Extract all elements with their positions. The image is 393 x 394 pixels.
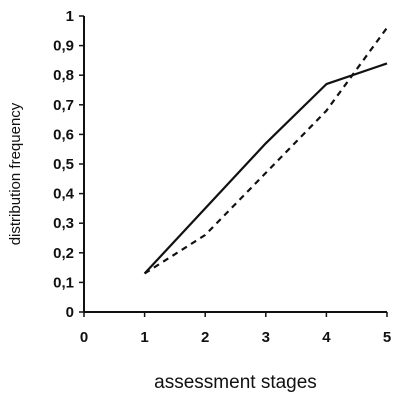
y-tick-label: 0,6 xyxy=(53,126,74,143)
y-axis-ticks: 0 0,1 0,2 0,3 0,4 0,5 0,6 0,7 0,8 0,9 1 xyxy=(53,8,84,321)
y-tick-label: 0 xyxy=(66,304,74,321)
y-tick-label: 1 xyxy=(66,8,74,25)
y-tick-label: 0,5 xyxy=(53,156,74,173)
y-tick-label: 0,4 xyxy=(53,186,75,203)
y-tick-label: 0,2 xyxy=(53,245,74,262)
series-layer xyxy=(143,27,388,275)
x-tick-label: 2 xyxy=(201,329,209,346)
y-axis-label: distribution frequency xyxy=(7,102,24,245)
x-tick-label: 5 xyxy=(383,329,391,346)
x-axis-ticks: 0 1 2 3 4 5 xyxy=(80,312,391,346)
x-axis-label: assessment stages xyxy=(154,372,317,393)
y-tick-label: 0,8 xyxy=(53,67,74,84)
x-tick-label: 1 xyxy=(140,329,148,346)
y-tick-label: 0,7 xyxy=(53,97,74,114)
series-line-solid xyxy=(143,62,388,275)
y-tick-label: 0,3 xyxy=(53,215,74,232)
y-tick-label: 0,1 xyxy=(53,274,74,291)
x-tick-label: 0 xyxy=(80,329,88,346)
y-tick-label: 0,9 xyxy=(53,38,74,55)
series-line-dashed xyxy=(144,27,388,275)
x-tick-label: 4 xyxy=(322,329,331,346)
x-tick-label: 3 xyxy=(262,329,270,346)
